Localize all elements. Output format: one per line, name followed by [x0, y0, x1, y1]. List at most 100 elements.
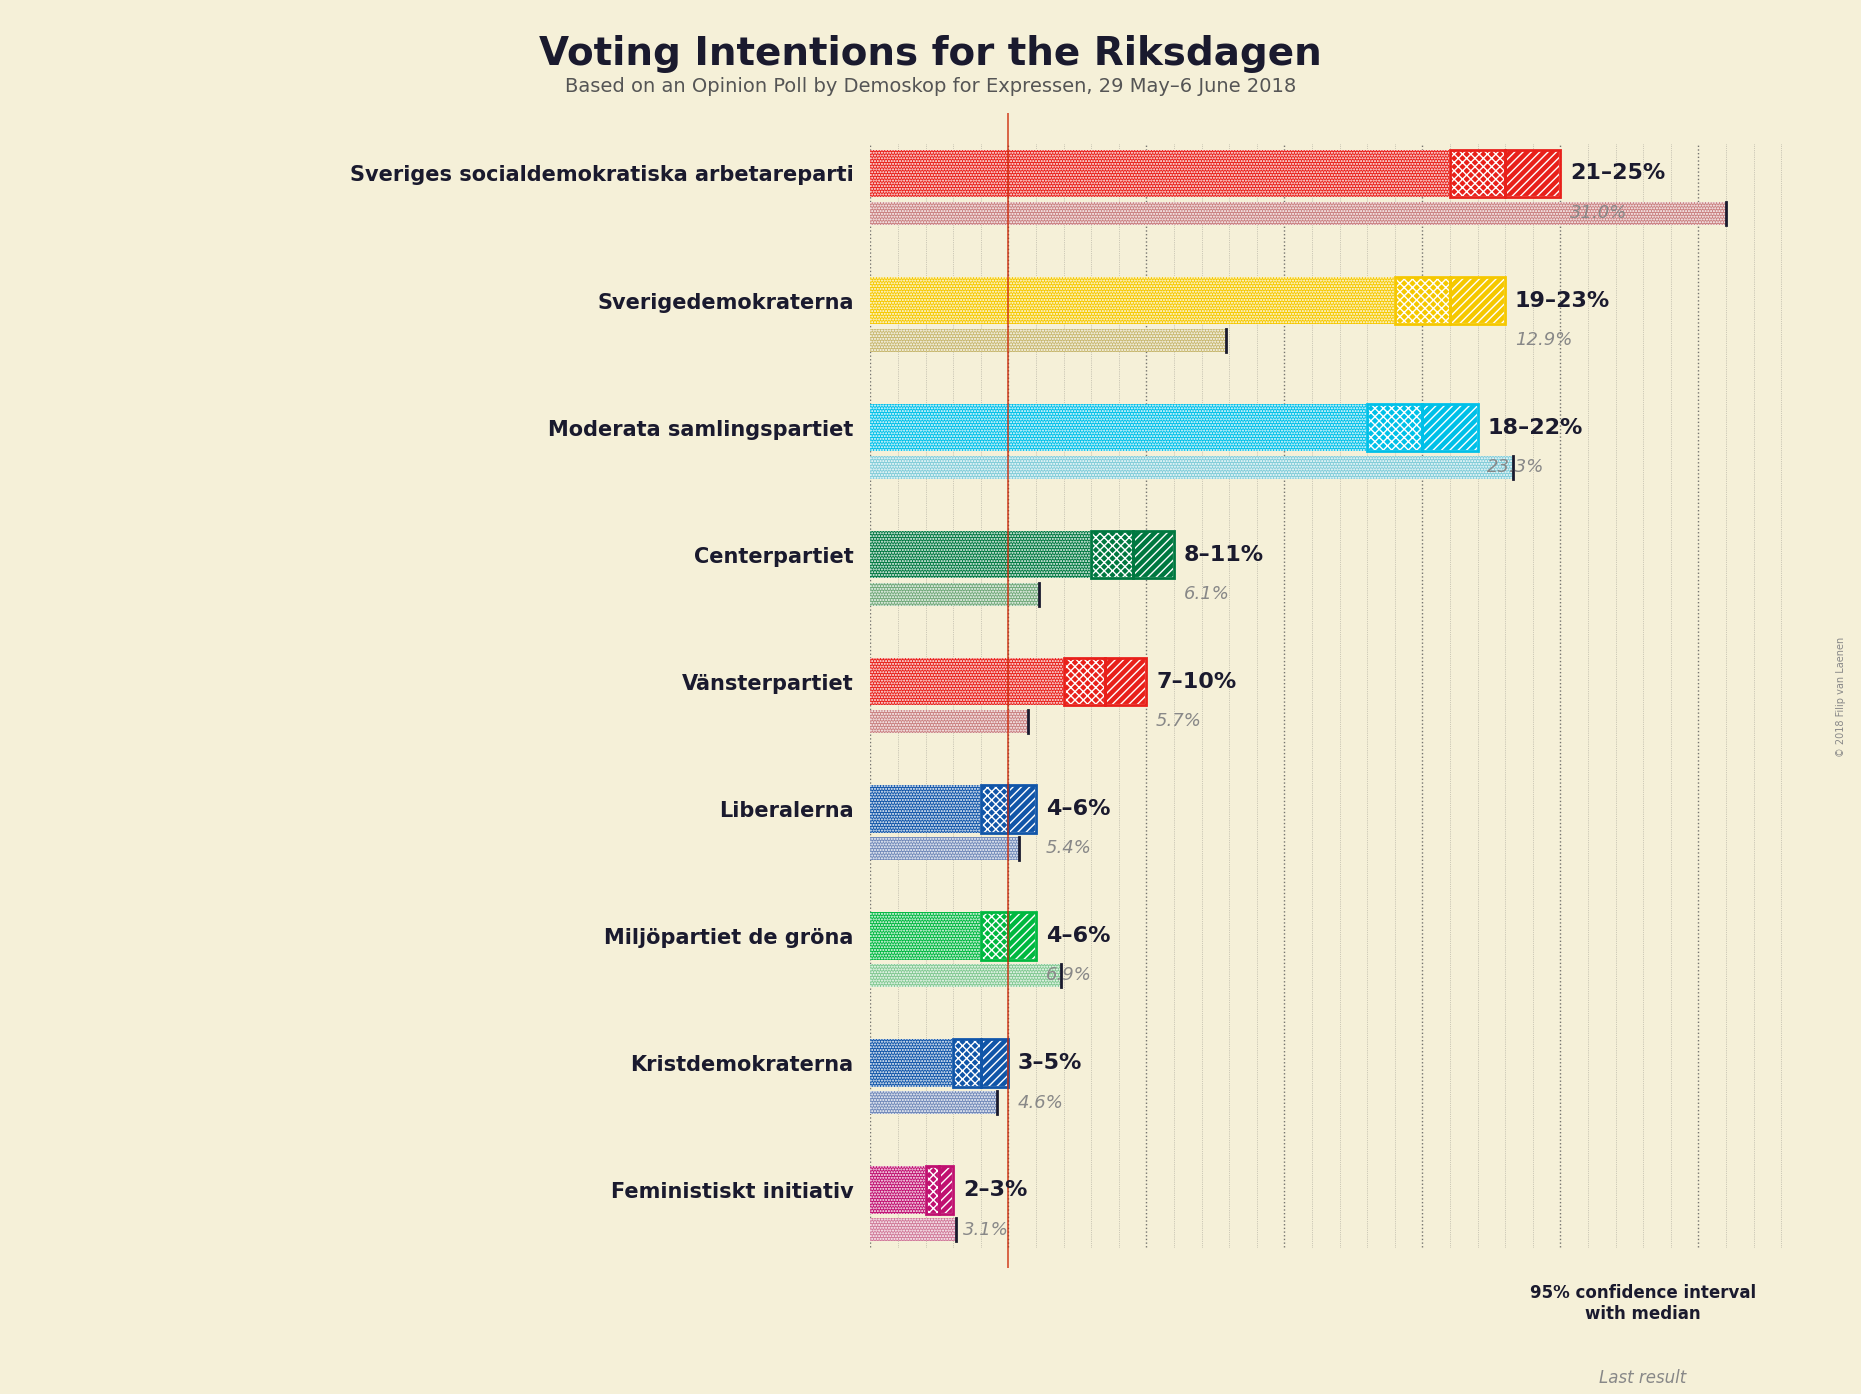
Bar: [871, 531, 1091, 579]
Bar: [940, 1165, 953, 1214]
Bar: [981, 912, 1009, 959]
Bar: [871, 912, 981, 959]
Text: Based on an Opinion Poll by Demoskop for Expressen, 29 May–6 June 2018: Based on an Opinion Poll by Demoskop for…: [566, 77, 1295, 96]
Bar: [871, 531, 1091, 579]
Bar: [925, 1165, 940, 1214]
Bar: [1064, 658, 1105, 705]
Bar: [871, 329, 1226, 351]
Bar: [1009, 912, 1037, 959]
Bar: [871, 202, 1725, 224]
Bar: [1009, 785, 1037, 832]
Text: 12.9%: 12.9%: [1515, 332, 1573, 350]
Bar: [871, 1092, 997, 1114]
Text: Voting Intentions for the Riksdagen: Voting Intentions for the Riksdagen: [540, 35, 1321, 72]
Bar: [1064, 658, 1105, 705]
Bar: [981, 1039, 1009, 1087]
Bar: [871, 583, 1038, 606]
Text: Last result: Last result: [1599, 1369, 1686, 1387]
Bar: [1091, 531, 1133, 579]
Bar: [1105, 658, 1146, 705]
Bar: [1692, 1337, 1740, 1366]
Bar: [1422, 404, 1478, 452]
Bar: [1394, 276, 1450, 325]
Bar: [871, 456, 1513, 480]
Bar: [871, 329, 1226, 351]
Text: 4.6%: 4.6%: [1018, 1093, 1064, 1111]
Bar: [1692, 1337, 1740, 1366]
Text: 3–5%: 3–5%: [1018, 1052, 1083, 1073]
Bar: [1091, 531, 1133, 579]
Text: 2–3%: 2–3%: [962, 1179, 1027, 1200]
Bar: [871, 1218, 957, 1241]
Bar: [871, 658, 1064, 705]
Bar: [871, 912, 981, 959]
Bar: [1064, 658, 1105, 705]
Text: 19–23%: 19–23%: [1515, 290, 1610, 311]
Bar: [981, 912, 1009, 959]
Bar: [1450, 149, 1506, 198]
Bar: [871, 963, 1061, 987]
Bar: [940, 1165, 953, 1214]
Bar: [871, 785, 981, 832]
Bar: [871, 404, 1368, 452]
Bar: [1450, 276, 1506, 325]
Text: 7–10%: 7–10%: [1156, 672, 1236, 691]
Bar: [871, 658, 1064, 705]
Bar: [871, 710, 1027, 733]
Bar: [1009, 785, 1037, 832]
Bar: [871, 404, 1368, 452]
Bar: [871, 836, 1020, 860]
Bar: [871, 1092, 997, 1114]
Bar: [1105, 658, 1146, 705]
Bar: [871, 1039, 953, 1087]
Bar: [981, 785, 1009, 832]
Bar: [1643, 1337, 1692, 1366]
Bar: [1450, 276, 1506, 325]
Text: © 2018 Filip van Laenen: © 2018 Filip van Laenen: [1837, 637, 1846, 757]
Bar: [1643, 1337, 1692, 1366]
Bar: [1450, 276, 1506, 325]
Text: 5.4%: 5.4%: [1046, 839, 1092, 857]
Text: 23.3%: 23.3%: [1487, 459, 1545, 477]
Bar: [1422, 404, 1478, 452]
Bar: [1394, 276, 1450, 325]
Text: 6.9%: 6.9%: [1046, 966, 1092, 984]
Bar: [1546, 1337, 1643, 1366]
Bar: [925, 1165, 940, 1214]
Bar: [1506, 149, 1560, 198]
Bar: [953, 1039, 981, 1087]
Bar: [981, 1039, 1009, 1087]
Bar: [1133, 531, 1174, 579]
Bar: [981, 785, 1009, 832]
Bar: [871, 456, 1513, 480]
Bar: [1091, 531, 1133, 579]
Bar: [871, 963, 1061, 987]
Bar: [871, 785, 981, 832]
Bar: [1450, 149, 1506, 198]
Bar: [981, 912, 1009, 959]
Bar: [1133, 531, 1174, 579]
Bar: [871, 149, 1450, 198]
Bar: [871, 710, 1027, 733]
Bar: [981, 785, 1009, 832]
Text: 3.1%: 3.1%: [962, 1221, 1009, 1238]
Bar: [871, 836, 1020, 860]
Bar: [1368, 404, 1422, 452]
Bar: [871, 1218, 957, 1241]
Text: 5.7%: 5.7%: [1156, 712, 1202, 730]
Bar: [1133, 531, 1174, 579]
Bar: [1422, 404, 1478, 452]
Bar: [871, 583, 1038, 606]
Bar: [1506, 149, 1560, 198]
Bar: [1368, 404, 1422, 452]
Bar: [871, 1039, 953, 1087]
Bar: [871, 1165, 925, 1214]
Text: 6.1%: 6.1%: [1184, 585, 1230, 604]
Bar: [1009, 912, 1037, 959]
Text: 18–22%: 18–22%: [1487, 418, 1582, 438]
Bar: [1368, 404, 1422, 452]
Bar: [871, 276, 1394, 325]
Bar: [953, 1039, 981, 1087]
Bar: [1450, 149, 1506, 198]
Bar: [871, 1165, 925, 1214]
